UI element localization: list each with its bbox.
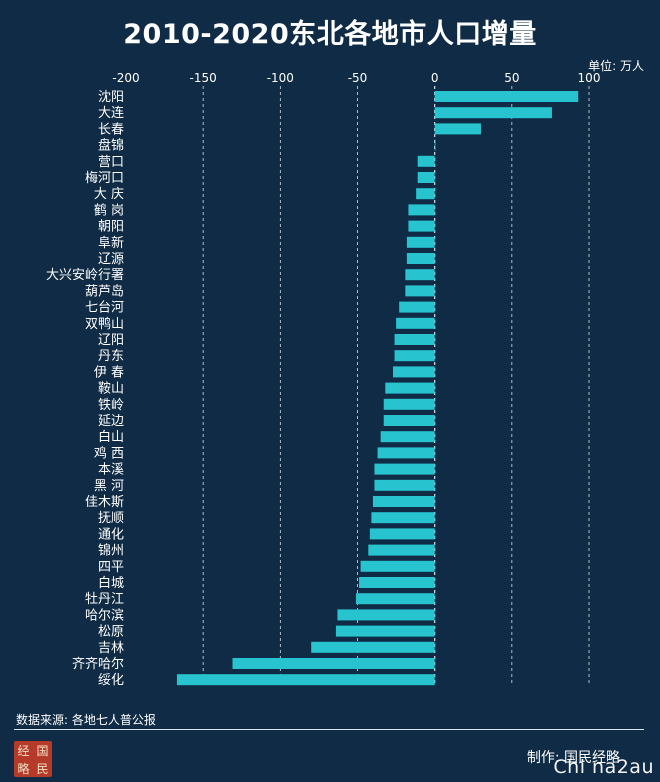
category-label: 锦州: [98, 544, 124, 559]
category-label: 七台河: [85, 301, 124, 316]
bar: [394, 334, 435, 345]
bars: [176, 91, 579, 686]
category-label: 延边: [98, 414, 124, 429]
bar: [355, 593, 435, 605]
bar: [408, 204, 435, 216]
bar: [408, 220, 435, 232]
category-label: 鸡 西: [94, 445, 124, 461]
bar: [392, 366, 435, 378]
bar: [337, 609, 435, 621]
category-label: 辽阳: [98, 333, 124, 348]
bar: [335, 625, 435, 637]
bar: [417, 155, 435, 167]
bar: [405, 269, 435, 281]
category-label: 佳木斯: [85, 495, 124, 510]
category-label: 白山: [98, 429, 124, 445]
category-label: 松原: [98, 625, 124, 640]
logo-char: 经: [17, 743, 30, 758]
bar: [360, 560, 435, 572]
x-tick-label: -150: [190, 71, 217, 85]
bar: [405, 285, 435, 297]
bar: [399, 301, 435, 313]
bar: [396, 317, 435, 329]
x-axis-ticks: -200 -150 -100 -50 0 50 100: [112, 71, 600, 85]
category-label: 辽源: [98, 252, 124, 267]
watermark-text: Chi na2au: [553, 756, 654, 778]
category-label: 牡丹江: [85, 592, 124, 607]
category-label: 葫芦岛: [85, 283, 124, 299]
category-label: 鹤 岗: [94, 202, 124, 218]
footer-divider: [14, 729, 644, 730]
bar: [311, 641, 435, 653]
category-label: 吉林: [98, 641, 124, 656]
bar: [374, 463, 435, 475]
bar: [406, 236, 435, 248]
category-label: 四平: [98, 560, 124, 575]
chart-title: 2010-2020东北各地市人口增量: [123, 19, 537, 50]
category-label: 丹东: [98, 349, 124, 364]
x-tick-label: -100: [267, 71, 294, 85]
bar: [394, 350, 435, 362]
category-label: 大连: [98, 105, 124, 121]
bar: [368, 544, 435, 556]
bar: [372, 496, 435, 507]
bar: [377, 447, 435, 459]
category-label: 盘锦: [98, 138, 124, 154]
category-label: 营口: [98, 155, 124, 170]
unit-label: 单位: 万人: [588, 59, 644, 73]
bar: [416, 188, 435, 200]
bar: [374, 479, 435, 491]
category-label: 铁岭: [98, 398, 124, 413]
category-label: 哈尔滨: [85, 607, 124, 623]
bar: [434, 107, 552, 119]
brand-logo: 经 国 略 民: [14, 741, 52, 777]
bar: [383, 415, 435, 426]
x-tick-label: -200: [112, 71, 139, 85]
category-label: 阜新: [98, 235, 124, 251]
category-label: 鞍山: [98, 381, 124, 397]
bar: [406, 253, 435, 264]
category-label: 绥化: [98, 673, 124, 688]
logo-char: 民: [36, 761, 49, 776]
bar: [232, 658, 435, 669]
x-tick-label: 100: [578, 71, 601, 85]
category-label: 白城: [98, 575, 124, 591]
bar: [417, 172, 435, 183]
category-label: 大 庆: [94, 187, 124, 202]
x-tick-label: 0: [431, 71, 439, 85]
bar: [176, 674, 435, 686]
category-label: 长春: [98, 122, 124, 137]
bar: [434, 123, 481, 135]
x-tick-label: -50: [348, 71, 368, 85]
x-tick-label: 50: [504, 71, 519, 85]
bar: [369, 528, 435, 540]
category-label: 齐齐哈尔: [72, 656, 124, 672]
category-label: 梅河口: [85, 171, 124, 186]
bar: [385, 382, 435, 394]
bar: [380, 431, 435, 443]
logo-char: 略: [17, 761, 30, 776]
category-label: 大兴安岭行署: [46, 268, 124, 283]
logo-char: 国: [36, 743, 49, 758]
bar: [434, 139, 436, 151]
maker-credit: 制作: 国民经略: [526, 750, 620, 766]
category-label: 双鸭山: [85, 317, 124, 332]
bar: [359, 577, 435, 588]
bar: [371, 512, 435, 524]
data-source: 数据来源: 各地七人普公报: [16, 713, 156, 727]
category-label: 抚顺: [98, 511, 124, 526]
category-label: 朝阳: [98, 220, 124, 235]
bar: [383, 398, 435, 410]
category-label: 伊 春: [94, 365, 124, 380]
category-label: 沈阳: [98, 90, 124, 105]
category-label: 本溪: [98, 463, 124, 478]
bar: [434, 91, 579, 102]
category-label: 黑 河: [94, 479, 124, 494]
category-label: 通化: [98, 527, 124, 542]
